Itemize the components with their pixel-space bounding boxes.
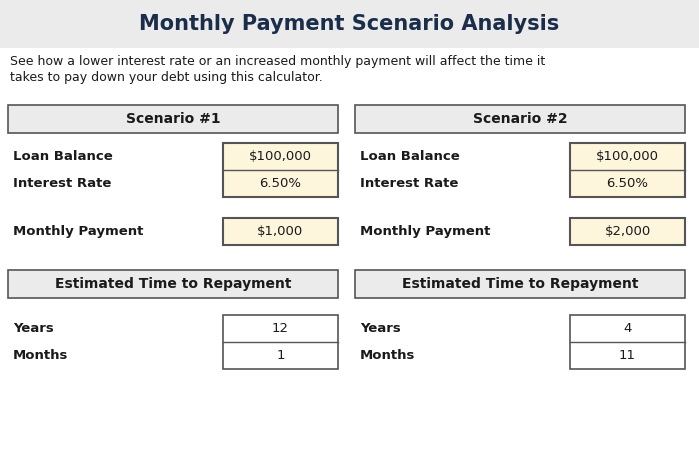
- Text: Scenario #2: Scenario #2: [473, 112, 568, 126]
- Text: Loan Balance: Loan Balance: [360, 150, 460, 163]
- Text: 11: 11: [619, 349, 636, 362]
- Text: 12: 12: [272, 322, 289, 335]
- Text: Years: Years: [360, 322, 401, 335]
- Text: Monthly Payment Scenario Analysis: Monthly Payment Scenario Analysis: [139, 14, 560, 34]
- Text: Interest Rate: Interest Rate: [360, 177, 459, 190]
- FancyBboxPatch shape: [570, 315, 685, 369]
- Text: Monthly Payment: Monthly Payment: [360, 225, 491, 238]
- Text: Years: Years: [13, 322, 54, 335]
- Text: $100,000: $100,000: [249, 150, 312, 163]
- Text: $2,000: $2,000: [605, 225, 651, 238]
- FancyBboxPatch shape: [570, 218, 685, 245]
- Text: Interest Rate: Interest Rate: [13, 177, 111, 190]
- Text: takes to pay down your debt using this calculator.: takes to pay down your debt using this c…: [10, 71, 323, 84]
- Text: See how a lower interest rate or an increased monthly payment will affect the ti: See how a lower interest rate or an incr…: [10, 56, 545, 69]
- Text: $100,000: $100,000: [596, 150, 659, 163]
- FancyBboxPatch shape: [570, 143, 685, 197]
- FancyBboxPatch shape: [355, 105, 685, 133]
- FancyBboxPatch shape: [223, 218, 338, 245]
- FancyBboxPatch shape: [8, 105, 338, 133]
- Text: $1,000: $1,000: [257, 225, 303, 238]
- Text: 4: 4: [624, 322, 632, 335]
- FancyBboxPatch shape: [355, 270, 685, 298]
- FancyBboxPatch shape: [223, 143, 338, 197]
- Text: Scenario #1: Scenario #1: [126, 112, 220, 126]
- Text: 6.50%: 6.50%: [259, 177, 301, 190]
- Text: Estimated Time to Repayment: Estimated Time to Repayment: [402, 277, 638, 291]
- Text: Monthly Payment: Monthly Payment: [13, 225, 143, 238]
- FancyBboxPatch shape: [0, 0, 699, 48]
- Text: 1: 1: [276, 349, 284, 362]
- Text: Months: Months: [13, 349, 69, 362]
- Text: Loan Balance: Loan Balance: [13, 150, 113, 163]
- Text: 6.50%: 6.50%: [607, 177, 649, 190]
- Text: Months: Months: [360, 349, 415, 362]
- FancyBboxPatch shape: [223, 315, 338, 369]
- FancyBboxPatch shape: [8, 270, 338, 298]
- Text: Estimated Time to Repayment: Estimated Time to Repayment: [55, 277, 291, 291]
